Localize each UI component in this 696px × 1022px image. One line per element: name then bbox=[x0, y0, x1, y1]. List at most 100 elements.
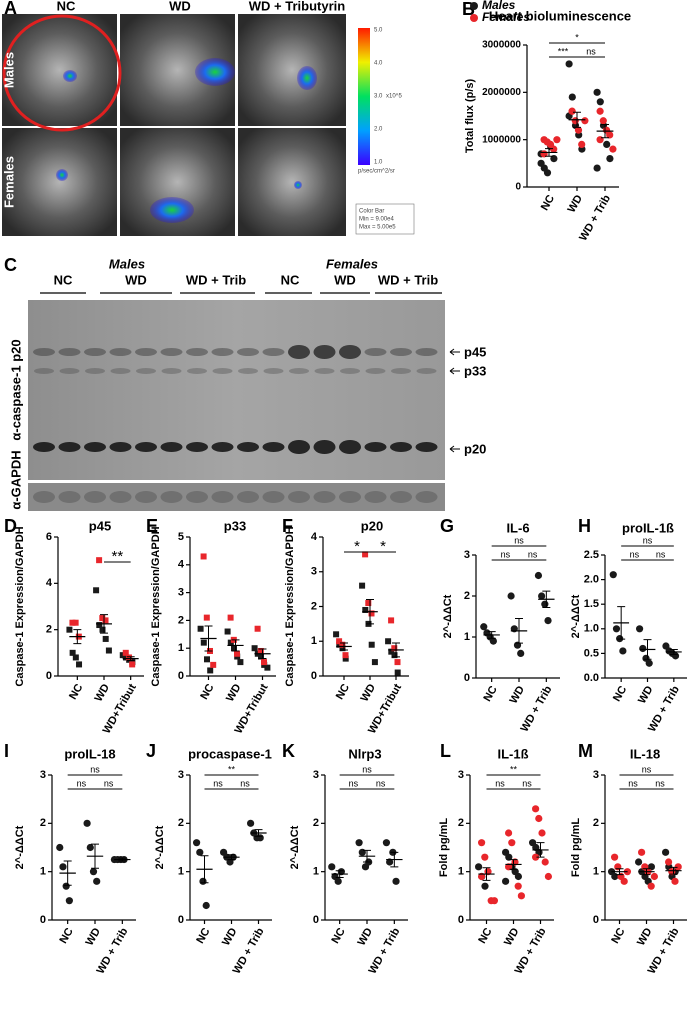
chart-title: procaspase-1 bbox=[188, 746, 272, 761]
colorbar-label: 5.0 bbox=[374, 28, 383, 34]
data-point bbox=[638, 848, 646, 856]
data-point bbox=[99, 615, 106, 622]
x-tick-label: WD bbox=[508, 684, 528, 706]
x-tick-label: WD bbox=[356, 926, 376, 948]
data-point bbox=[328, 863, 336, 871]
band bbox=[211, 442, 234, 452]
data-point bbox=[76, 661, 83, 668]
band bbox=[33, 491, 55, 503]
y-tick-label: 2 bbox=[178, 614, 184, 626]
error-bar bbox=[615, 868, 624, 876]
band bbox=[160, 442, 183, 452]
data-point bbox=[200, 639, 207, 646]
band bbox=[288, 440, 310, 454]
significance-label: * bbox=[354, 538, 360, 555]
data-point bbox=[371, 659, 378, 666]
data-point bbox=[261, 659, 267, 666]
error-bar bbox=[392, 642, 400, 658]
data-point bbox=[674, 863, 682, 871]
significance-label: ns bbox=[528, 549, 538, 559]
data-point bbox=[86, 843, 94, 852]
panel-label: L bbox=[440, 741, 451, 761]
data-point bbox=[671, 652, 680, 660]
data-point bbox=[571, 117, 579, 125]
colorbar-info: Min = 9.00e4 bbox=[359, 217, 395, 223]
data-point bbox=[650, 872, 659, 881]
band bbox=[390, 348, 412, 356]
photo bbox=[238, 14, 346, 126]
y-tick-label: 0 bbox=[515, 182, 521, 193]
band bbox=[212, 368, 233, 374]
data-point bbox=[193, 839, 201, 847]
significance-label: ns bbox=[376, 778, 386, 788]
error-bar bbox=[126, 656, 135, 661]
group-label: WD bbox=[125, 272, 147, 287]
band bbox=[186, 491, 208, 503]
data-point bbox=[544, 617, 552, 625]
data-point bbox=[66, 626, 73, 633]
significance-label: ns bbox=[643, 535, 653, 545]
data-point bbox=[359, 582, 366, 589]
band bbox=[58, 491, 81, 503]
data-point bbox=[368, 641, 375, 648]
row-label: Males bbox=[1, 52, 16, 88]
y-tick-label: 1 bbox=[464, 631, 470, 643]
band bbox=[339, 491, 361, 503]
chart-title: IL-6 bbox=[506, 520, 529, 535]
data-point bbox=[362, 606, 369, 613]
data-point bbox=[365, 600, 372, 607]
data-point bbox=[231, 645, 237, 652]
colorbar-label: 3.0 bbox=[374, 94, 383, 100]
significance-label: ns bbox=[104, 778, 114, 788]
error-bar bbox=[63, 860, 72, 886]
data-point bbox=[264, 664, 271, 671]
band bbox=[262, 348, 285, 356]
highlight-circle bbox=[2, 14, 122, 132]
chart-title: proIL-18 bbox=[64, 746, 115, 761]
band bbox=[237, 348, 259, 356]
data-point bbox=[534, 571, 543, 580]
data-point bbox=[514, 872, 523, 881]
data-point bbox=[258, 653, 264, 660]
y-tick-label: 2 bbox=[313, 817, 319, 829]
photo bbox=[2, 128, 117, 236]
colorbar-box bbox=[355, 203, 415, 235]
data-point bbox=[568, 93, 576, 101]
panel-label: J bbox=[146, 741, 156, 761]
y-tick-label: 0 bbox=[311, 670, 317, 682]
x-tick-label: WD bbox=[93, 682, 113, 704]
band bbox=[135, 442, 157, 452]
band bbox=[415, 491, 438, 503]
y-axis-title: Caspase-1 Expression/GAPDH bbox=[284, 526, 296, 686]
error-bar bbox=[204, 625, 213, 652]
data-point bbox=[611, 872, 619, 881]
significance-label: ns bbox=[349, 778, 359, 788]
data-point bbox=[606, 131, 614, 139]
data-point bbox=[647, 882, 655, 890]
data-point bbox=[478, 872, 486, 881]
data-point bbox=[224, 628, 231, 635]
data-point bbox=[514, 882, 522, 890]
y-tick-label: 0 bbox=[458, 914, 464, 926]
data-point bbox=[56, 843, 64, 852]
x-tick-label: NC bbox=[481, 684, 499, 704]
data-point bbox=[89, 868, 98, 876]
panel-label: K bbox=[282, 741, 295, 761]
significance-label: ns bbox=[514, 535, 524, 545]
x-tick-label: WD bbox=[224, 682, 244, 704]
y-axis-title: 2^-ΔΔCt bbox=[442, 594, 454, 638]
row-label: Females bbox=[1, 156, 16, 208]
y-tick-label: 1 bbox=[313, 866, 319, 878]
error-bar bbox=[536, 842, 545, 858]
panel-label: A bbox=[4, 0, 17, 18]
legend-label: Males bbox=[482, 0, 516, 12]
sex-label: Females bbox=[326, 256, 378, 271]
arrow bbox=[449, 348, 460, 356]
significance-label: ns bbox=[642, 764, 652, 774]
data-point bbox=[636, 625, 644, 633]
band bbox=[339, 345, 361, 359]
